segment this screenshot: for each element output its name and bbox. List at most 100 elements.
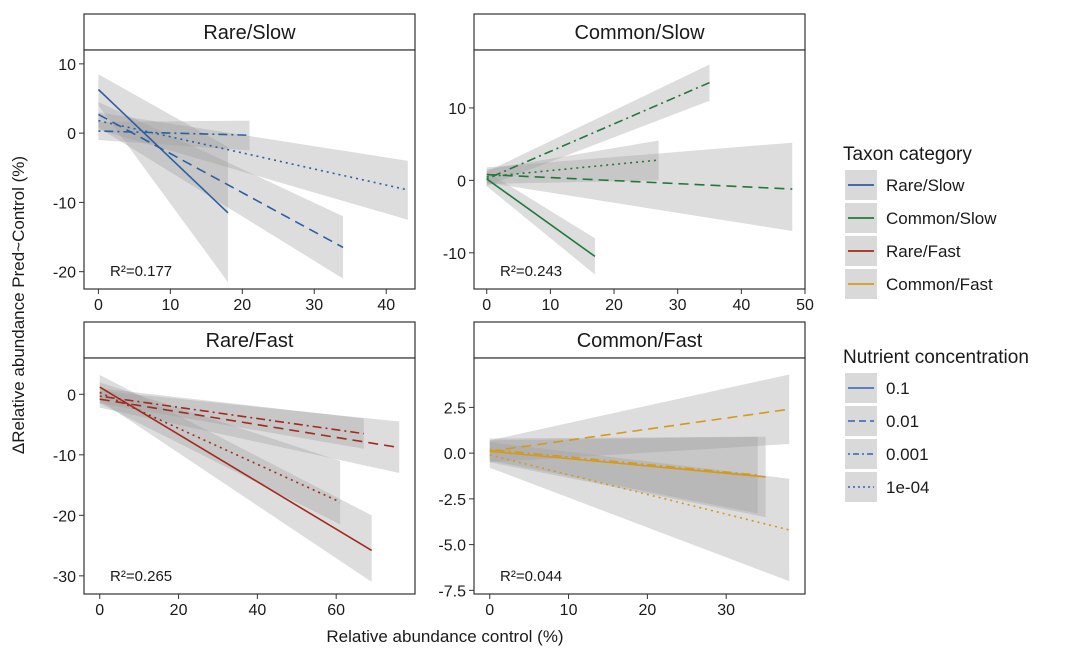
x-tick-label: 40 bbox=[732, 297, 750, 314]
panel-title: Common/Fast bbox=[577, 330, 703, 352]
legend-item: 0.1 bbox=[845, 373, 910, 403]
legend-group: Taxon category Rare/Slow Common/Slow Rare/F… bbox=[843, 144, 997, 299]
plot-area bbox=[473, 49, 806, 290]
chart-panel: Rare/Slow 0 10 20 30 40 10 0 -10 -20 R²=0.177 bbox=[53, 13, 416, 314]
legend-label: 1e-04 bbox=[886, 478, 929, 497]
y-tick-label: -2.5 bbox=[438, 492, 466, 509]
legend-label: Common/Slow bbox=[886, 209, 997, 228]
x-tick-label: 0 bbox=[94, 297, 103, 314]
x-tick-label: 10 bbox=[541, 297, 559, 314]
x-tick-label: 0 bbox=[95, 602, 104, 619]
legend-label: Common/Fast bbox=[886, 275, 993, 294]
x-tick-label: 0 bbox=[485, 602, 494, 619]
x-tick-label: 10 bbox=[161, 297, 179, 314]
chart-panel: Common/Fast 0 10 20 30 2.5 0.0 -2.5 -5.0 -7.5 R²=0… bbox=[438, 321, 806, 619]
y-tick-label: 10 bbox=[58, 57, 76, 74]
legend-item: 0.01 bbox=[845, 406, 919, 436]
r-squared-label: R²=0.243 bbox=[500, 263, 562, 280]
series-line bbox=[489, 408, 790, 453]
r-squared-label: R²=0.044 bbox=[500, 568, 562, 585]
y-tick-label: -10 bbox=[443, 246, 466, 263]
y-tick-label: 0 bbox=[457, 173, 466, 190]
legend-item: 0.001 bbox=[845, 439, 929, 469]
series-line bbox=[98, 119, 408, 191]
legend-label: 0.1 bbox=[886, 379, 910, 398]
x-tick-label: 20 bbox=[605, 297, 623, 314]
y-tick-label: 2.5 bbox=[444, 400, 466, 417]
x-tick-label: 50 bbox=[796, 297, 814, 314]
legend-group: Nutrient concentration 0.1 0.01 0.001 1e-04 bbox=[843, 347, 1029, 502]
confidence-band bbox=[489, 442, 790, 582]
series-line bbox=[486, 81, 710, 180]
confidence-band bbox=[486, 64, 710, 187]
chart-panel: Rare/Fast 0 20 40 60 0 -10 -20 -30 R²=0.265 bbox=[53, 321, 416, 619]
x-tick-label: 20 bbox=[638, 602, 656, 619]
y-tick-label: -10 bbox=[53, 195, 76, 212]
x-tick-label: 30 bbox=[669, 297, 687, 314]
y-tick-label: 0 bbox=[67, 126, 76, 143]
y-axis-title: ΔRelative abundance Pred~Control (%) bbox=[9, 156, 28, 454]
x-tick-label: 0 bbox=[482, 297, 491, 314]
panel-strip bbox=[83, 13, 416, 51]
x-tick-label: 60 bbox=[327, 602, 345, 619]
series-line bbox=[99, 386, 373, 552]
x-tick-label: 10 bbox=[560, 602, 578, 619]
confidence-band bbox=[99, 374, 372, 582]
y-tick-label: -10 bbox=[53, 448, 76, 465]
y-tick-label: 0.0 bbox=[444, 446, 466, 463]
legend-item: Rare/Slow bbox=[845, 170, 965, 200]
legend-item: Rare/Fast bbox=[845, 236, 961, 266]
series-line bbox=[98, 130, 250, 137]
confidence-band bbox=[98, 74, 228, 283]
y-tick-label: 10 bbox=[448, 101, 466, 118]
confidence-band bbox=[98, 120, 250, 151]
x-tick-label: 30 bbox=[717, 602, 735, 619]
series-line bbox=[99, 398, 400, 449]
series-line bbox=[486, 178, 596, 258]
y-tick-label: -20 bbox=[53, 265, 76, 282]
panel-strip bbox=[83, 321, 416, 359]
legend-label: Rare/Slow bbox=[886, 176, 965, 195]
r-squared-label: R²=0.265 bbox=[110, 568, 172, 585]
legend-label: 0.001 bbox=[886, 445, 929, 464]
legend-item: Common/Fast bbox=[845, 269, 993, 299]
legend-label: 0.01 bbox=[886, 412, 919, 431]
panel-title: Common/Slow bbox=[574, 22, 705, 44]
series-line bbox=[489, 450, 766, 478]
legend-title: Nutrient concentration bbox=[843, 347, 1029, 368]
series-line bbox=[97, 88, 229, 214]
confidence-band bbox=[98, 101, 344, 279]
x-axis-title: Relative abundance control (%) bbox=[326, 627, 563, 646]
legend-key-bg bbox=[845, 472, 877, 502]
plot-area bbox=[83, 357, 416, 595]
legend-label: Rare/Fast bbox=[886, 242, 961, 261]
legend-item: Common/Slow bbox=[845, 203, 997, 233]
y-tick-label: -30 bbox=[53, 569, 76, 586]
chart-panel: Common/Slow 0 10 20 30 40 50 10 0 -10 R²=0.243 bbox=[443, 13, 814, 314]
series-line bbox=[489, 448, 758, 476]
confidence-band bbox=[489, 374, 790, 463]
legend-title: Taxon category bbox=[843, 144, 972, 165]
series-line bbox=[486, 173, 793, 190]
confidence-band bbox=[99, 382, 341, 525]
y-tick-label: 0 bbox=[67, 387, 76, 404]
y-tick-label: -20 bbox=[53, 508, 76, 525]
plot-area bbox=[83, 49, 416, 290]
y-tick-label: -5.0 bbox=[438, 538, 466, 555]
panel-title: Rare/Fast bbox=[206, 330, 294, 352]
confidence-band bbox=[98, 112, 408, 220]
x-tick-label: 40 bbox=[248, 602, 266, 619]
legend-item: 1e-04 bbox=[845, 472, 929, 502]
x-tick-label: 40 bbox=[377, 297, 395, 314]
panel-title: Rare/Slow bbox=[203, 22, 296, 44]
confidence-band bbox=[99, 390, 400, 473]
panel-strip bbox=[473, 13, 806, 51]
series-line bbox=[99, 391, 341, 503]
confidence-band bbox=[99, 388, 364, 449]
x-tick-label: 20 bbox=[170, 602, 188, 619]
series-line bbox=[98, 113, 344, 249]
confidence-band bbox=[486, 142, 793, 232]
x-tick-label: 30 bbox=[305, 297, 323, 314]
r-squared-label: R²=0.177 bbox=[110, 263, 172, 280]
